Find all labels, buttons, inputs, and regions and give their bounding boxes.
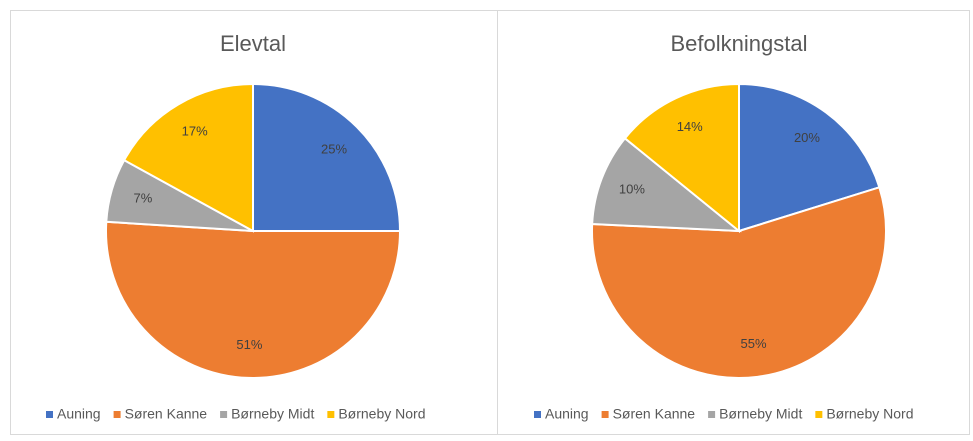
panel [497,10,970,435]
data-label: 25% [321,141,347,156]
legend-label: Søren Kanne [613,406,696,422]
chart-title: Elevtal [220,31,286,56]
legend-label: Børneby Nord [826,406,913,422]
legend-label: Børneby Nord [338,406,425,422]
data-label: 20% [794,130,820,145]
pie-slice [252,82,402,232]
data-label: 55% [740,336,766,351]
legend-swatch [113,411,121,418]
pie-slice [738,82,881,233]
pie-slice [591,186,887,379]
legend-label: Søren Kanne [125,406,208,422]
legend-label: Børneby Midt [231,406,314,422]
legend-swatch [220,411,228,418]
legend-swatch [46,411,53,418]
legend-swatch [534,411,541,418]
legend-swatch [815,411,823,418]
legend-swatch [601,411,609,418]
pie-slice [122,82,254,233]
data-label: 51% [236,337,262,352]
legend-label: Auning [545,406,589,422]
data-label: 17% [182,124,208,139]
pie-slice [105,220,402,379]
data-label: 10% [619,182,645,197]
data-label: 7% [133,190,152,205]
data-label: 14% [677,119,703,134]
legend-label: Auning [57,406,101,422]
legend-swatch [327,411,335,418]
legend-label: Børneby Midt [719,406,802,422]
chart-title: Befolkningstal [671,31,808,56]
pie-slice [591,136,742,233]
legend-swatch [708,411,716,418]
pie-slice [623,82,740,234]
